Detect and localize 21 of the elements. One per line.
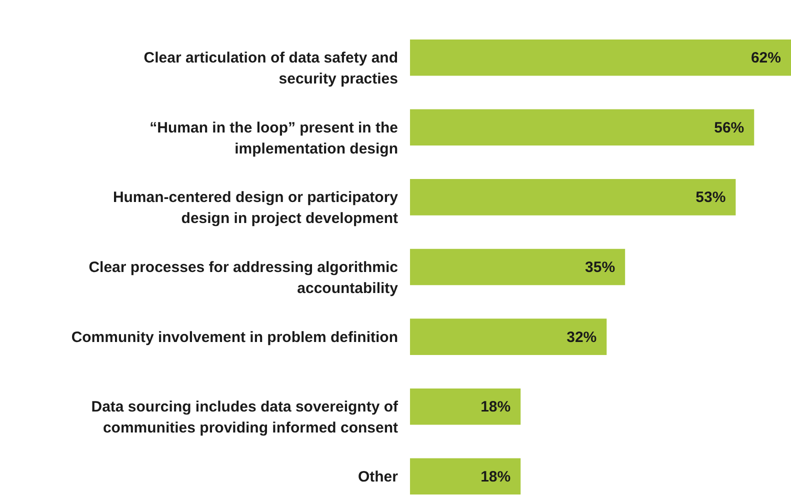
y-tick-label: Community involvement in problem definition <box>71 328 398 346</box>
bar <box>410 248 626 286</box>
y-tick-label: Data sourcing includes data sovereignty of communities providing informed consent <box>91 398 399 437</box>
data-label: 56% <box>714 119 744 136</box>
y-tick-label: Clear processes for addressing algorithmic accountability <box>88 259 399 297</box>
data-label: 18% <box>480 468 511 486</box>
bar <box>410 39 791 76</box>
y-tick-label: “Human in the loop” present in the implementation design <box>150 119 398 158</box>
data-label: 32% <box>566 328 597 346</box>
y-tick-label: Other <box>358 468 398 486</box>
data-label: 35% <box>585 259 616 276</box>
bar <box>410 318 607 355</box>
y-tick-label: Human-centered design or participatory design in project development <box>112 189 399 228</box>
data-label: 53% <box>696 189 726 206</box>
bar <box>410 388 521 425</box>
bar <box>410 458 521 495</box>
data-label: 62% <box>750 50 781 67</box>
data-label: 18% <box>480 398 511 416</box>
bar <box>410 179 736 216</box>
bar <box>410 109 754 146</box>
y-tick-label: Clear articulation of data safety and security practies <box>144 50 398 88</box>
